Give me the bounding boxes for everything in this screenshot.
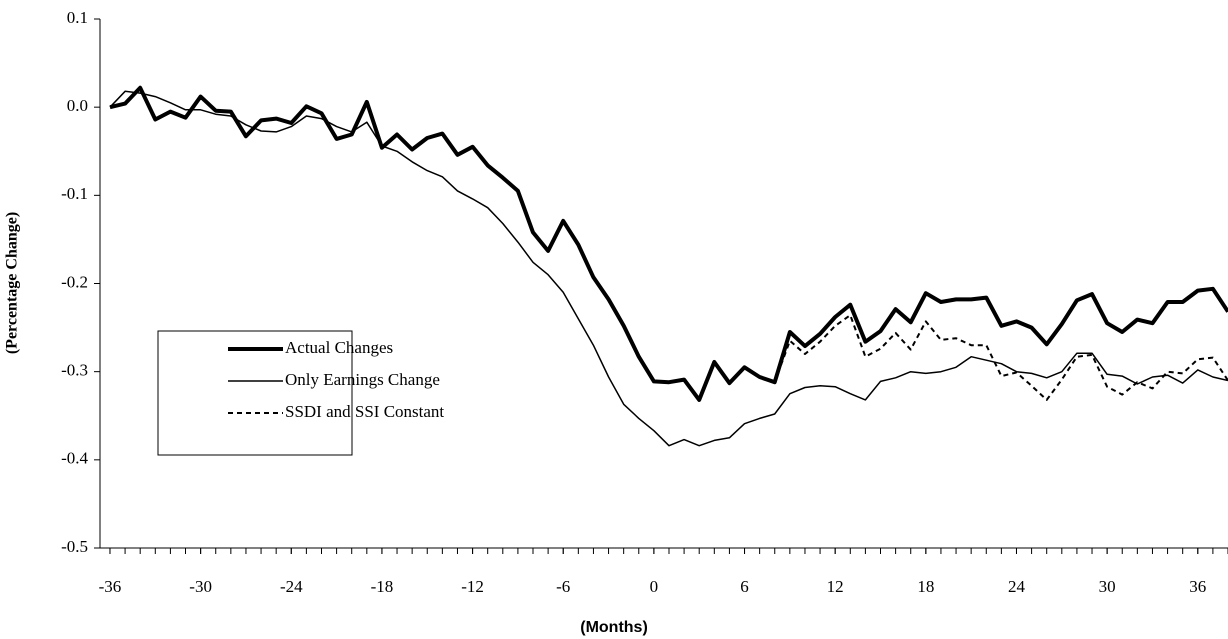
y-tick-label: 0.1 <box>67 8 88 27</box>
x-tick-label: 24 <box>1008 577 1026 596</box>
series-line <box>109 85 1228 402</box>
legend-label: Actual Changes <box>285 338 393 357</box>
x-tick-label: -18 <box>371 577 394 596</box>
x-tick-label: 30 <box>1099 577 1116 596</box>
x-tick-label: -12 <box>461 577 484 596</box>
x-tick-label: 18 <box>917 577 934 596</box>
x-tick-label: 12 <box>827 577 844 596</box>
x-tick-label: 6 <box>740 577 749 596</box>
y-tick-label: -0.4 <box>61 449 88 468</box>
legend-box <box>157 330 353 456</box>
y-tick-label: -0.1 <box>61 184 88 203</box>
x-tick-label: -36 <box>99 577 122 596</box>
y-tick-label: -0.5 <box>61 537 88 556</box>
legend-label: SSDI and SSI Constant <box>285 402 444 421</box>
x-tick-label: 0 <box>650 577 659 596</box>
y-tick-label: 0.0 <box>67 96 88 115</box>
x-tick-label: -30 <box>189 577 212 596</box>
y-axis-label: (Percentage Change) <box>4 212 21 354</box>
y-tick-label: -0.3 <box>61 361 88 380</box>
x-axis-label: (Months) <box>580 619 648 636</box>
series-line <box>773 314 1228 401</box>
y-tick-label: -0.2 <box>61 272 88 291</box>
legend-label: Only Earnings Change <box>285 370 440 389</box>
x-tick-label: -24 <box>280 577 303 596</box>
x-tick-label: 36 <box>1189 577 1206 596</box>
series-line <box>109 90 1228 447</box>
x-tick-label: -6 <box>556 577 570 596</box>
